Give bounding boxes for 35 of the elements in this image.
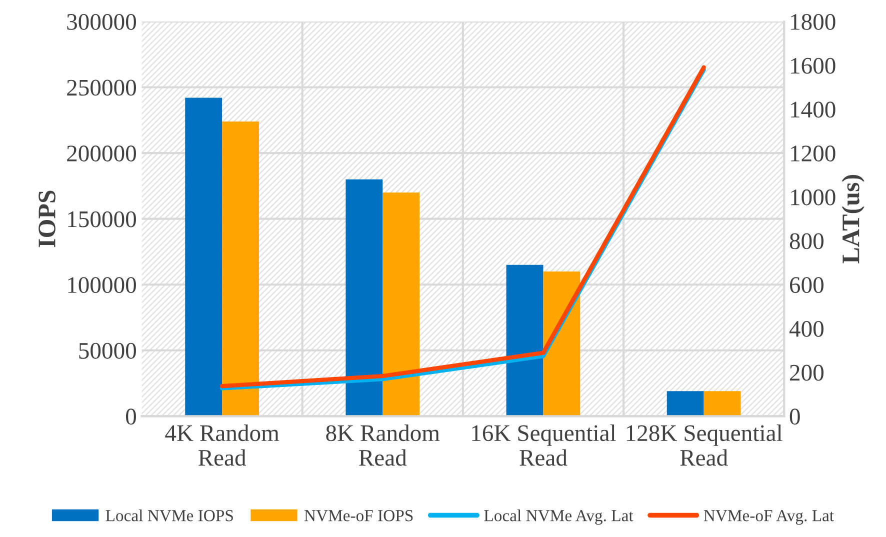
y2-tick-label: 1600 (791, 58, 836, 74)
y-tick-label: 150000 (68, 211, 136, 228)
y2-tick-label: 1200 (791, 146, 836, 162)
bar (346, 179, 383, 416)
bar (543, 271, 580, 416)
y2-tick-label: 400 (789, 320, 824, 337)
x-tick-label: 4K Random Read (165, 424, 280, 466)
x-tick-label: 128K Sequential Read (626, 424, 782, 466)
bar (666, 391, 704, 416)
legend-label: Local NVMe IOPS (106, 510, 233, 522)
y-tick-label: 100000 (68, 277, 136, 294)
y2-tick-label: 1000 (791, 189, 836, 206)
x-tick-label: 8K Random Read (326, 424, 440, 466)
legend-label: NVMe-oF Avg. Lat (704, 510, 834, 525)
y2-tick-label: 200 (790, 364, 824, 381)
y-tick-label: 200000 (67, 146, 136, 162)
y-tick-label: 0 (126, 408, 136, 425)
y-tick-label: 250000 (67, 80, 136, 96)
y2-axis-title: LAT(us) (842, 175, 864, 264)
y2-tick-label: 1800 (791, 14, 836, 30)
bar (704, 391, 741, 416)
y2-tick-label: 600 (790, 277, 824, 294)
bar (506, 264, 544, 416)
y2-tick-label: 800 (790, 233, 824, 250)
bar (185, 98, 222, 416)
y2-tick-label: 0 (790, 408, 800, 425)
y-tick-label: 50000 (79, 342, 136, 359)
bar (222, 121, 259, 416)
bar (382, 192, 420, 416)
y-tick-label: 300000 (67, 14, 136, 30)
legend-label: NVMe-oF IOPS (304, 510, 413, 522)
legend-label: Local NVMe Avg. Lat (484, 510, 634, 525)
y2-tick-label: 1400 (791, 102, 836, 118)
x-tick-label: 16K Sequential Read (472, 424, 616, 466)
y-axis-title: IOPS (38, 190, 56, 248)
